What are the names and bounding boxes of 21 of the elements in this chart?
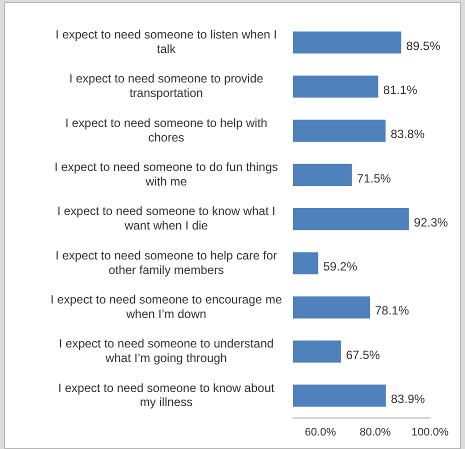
y-tick-label: I expect to need someone to help care for other family members [56, 248, 277, 277]
y-tick-label: I expect to need someone to encourage me when I’m down [50, 292, 282, 321]
data-label: 89.5% [406, 38, 441, 53]
y-tick-label: I expect to need someone to know what I want when I die [57, 204, 276, 233]
data-label: 59.2% [323, 260, 358, 274]
data-label: 83.8% [390, 127, 425, 142]
data-label: 78.1% [374, 304, 410, 318]
y-tick-label: I expect to need someone to do fun things with me [54, 160, 278, 188]
x-tick-label: 100.0% [411, 426, 449, 438]
y-tick-label: I expect to need someone to help with chores [65, 116, 268, 144]
data-label: 83.9% [390, 392, 426, 406]
data-label: 71.5% [356, 171, 392, 186]
x-tick-label: 60.0% [304, 426, 336, 438]
y-tick-label: I expect to need someone to know about my illness [58, 380, 275, 410]
y-tick-label: I expect to need someone to listen when I talk [56, 28, 277, 56]
x-tick-label: 80.0% [360, 426, 392, 438]
y-tick-label: I expect to need someone to provide transportation [69, 72, 264, 100]
y-tick-label: I expect to need someone to understand what I’m going through [58, 336, 274, 366]
data-label: 92.3% [414, 215, 448, 230]
data-label: 67.5% [346, 348, 380, 362]
data-label: 81.1% [383, 82, 418, 97]
